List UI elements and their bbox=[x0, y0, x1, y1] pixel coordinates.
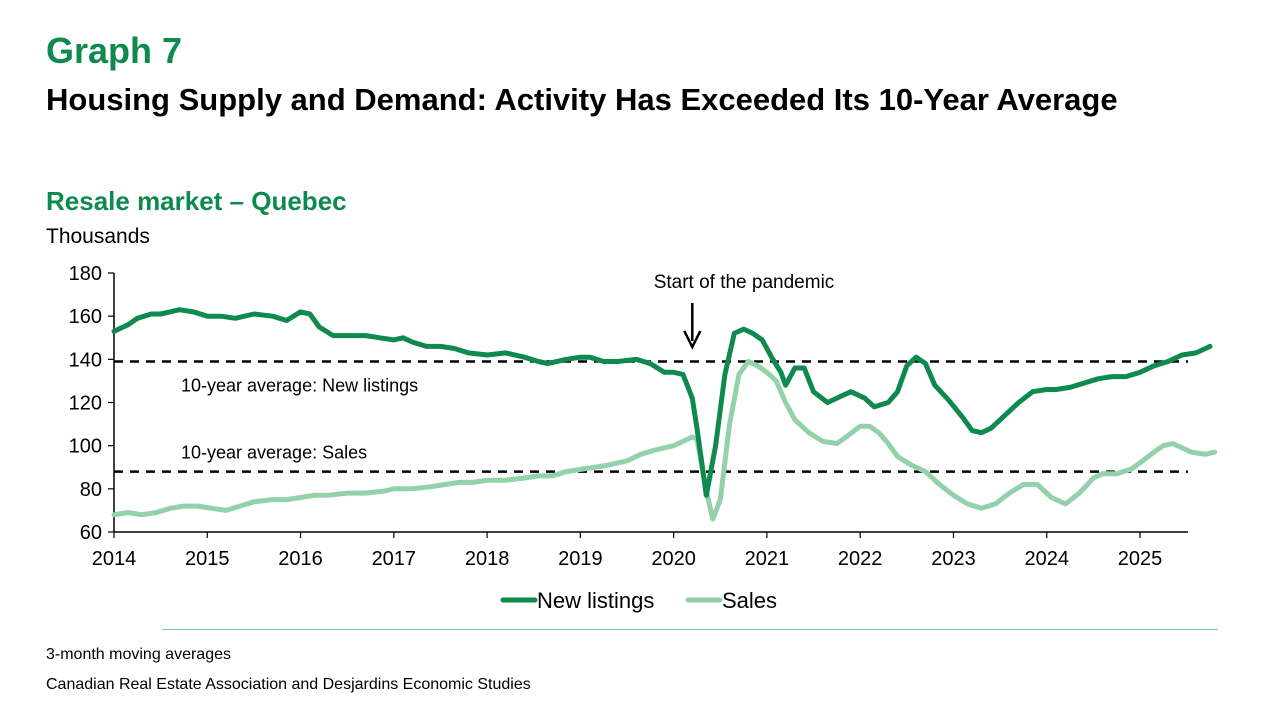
source-note: Canadian Real Estate Association and Des… bbox=[46, 676, 531, 693]
y-tick-label: 100 bbox=[69, 436, 102, 458]
x-tick-label: 2023 bbox=[931, 548, 976, 570]
x-tick-label: 2018 bbox=[465, 548, 510, 570]
annotation-label: Start of the pandemic bbox=[654, 272, 835, 293]
x-tick-label: 2022 bbox=[838, 548, 883, 570]
annotation-arrow-head bbox=[683, 330, 702, 350]
chart-title: Resale market – Quebec bbox=[46, 186, 347, 216]
x-tick-label: 2014 bbox=[92, 548, 137, 570]
x-tick-label: 2019 bbox=[558, 548, 603, 570]
x-tick-label: 2025 bbox=[1118, 548, 1163, 570]
graph-number: Graph 7 bbox=[46, 30, 183, 71]
x-tick-label: 2016 bbox=[278, 548, 323, 570]
y-tick-label: 140 bbox=[69, 349, 102, 371]
legend-label: Sales bbox=[722, 588, 777, 613]
x-tick-label: 2020 bbox=[651, 548, 696, 570]
footer-divider bbox=[162, 629, 1218, 630]
y-axis-unit-label: Thousands bbox=[46, 225, 150, 248]
page-title: Housing Supply and Demand: Activity Has … bbox=[46, 82, 1118, 117]
x-tick-label: 2021 bbox=[745, 548, 790, 570]
x-tick-label: 2017 bbox=[372, 548, 417, 570]
y-tick-label: 60 bbox=[80, 522, 102, 544]
reference-line-label: 10-year average: New listings bbox=[181, 375, 418, 395]
legend-label: New listings bbox=[537, 588, 654, 613]
x-tick-label: 2015 bbox=[185, 548, 230, 570]
series-line-new-listings bbox=[111, 307, 1213, 498]
y-tick-label: 80 bbox=[80, 479, 102, 501]
y-tick-label: 120 bbox=[69, 393, 102, 415]
x-tick-label: 2024 bbox=[1024, 548, 1069, 570]
y-tick-label: 160 bbox=[69, 306, 102, 328]
y-tick-label: 180 bbox=[69, 263, 102, 285]
footnote: 3-month moving averages bbox=[46, 646, 231, 663]
reference-line-label: 10-year average: Sales bbox=[181, 443, 367, 463]
series-line-sales bbox=[111, 359, 1218, 522]
